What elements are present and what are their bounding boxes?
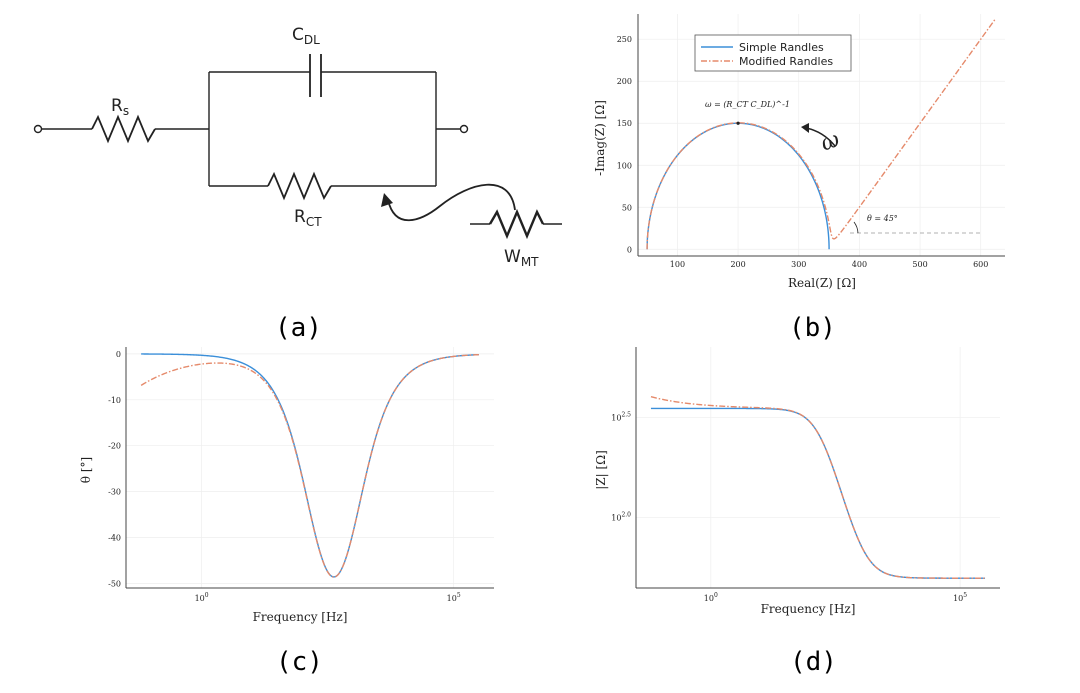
label-rct: RCT	[294, 207, 322, 229]
label-wmt: WMT	[504, 247, 539, 269]
x-tick-label: 100	[704, 592, 718, 603]
y-tick-label: 200	[617, 77, 632, 86]
x-tick-label: 100	[670, 260, 685, 269]
y-tick-labels: 102.0 102.5	[611, 411, 631, 522]
series-line-modified	[140, 353, 479, 578]
y-tick-label: -30	[108, 488, 121, 497]
panel-label-b: (b)	[789, 313, 836, 343]
x-tick-labels: 100 200 300 400 500 600	[670, 260, 989, 269]
y-tick-label: 102.0	[611, 512, 631, 523]
grid	[126, 347, 494, 588]
resistor-rs	[91, 114, 156, 144]
y-tick-label: 0	[116, 350, 121, 359]
y-axis-label: θ [°]	[79, 457, 93, 483]
panel-label-d: (d)	[790, 647, 837, 677]
x-axis-label: Frequency [Hz]	[253, 610, 348, 624]
grid	[636, 347, 1000, 588]
terminal-left	[33, 124, 43, 134]
phase-bode-chart: 100 105 0 -10 -20 -30 -40 -50 Frequency [Hz] θ…	[79, 347, 494, 624]
x-tick-labels: 100 105	[195, 592, 461, 603]
y-tick-label: 102.5	[611, 411, 631, 422]
arrow-head-icon	[381, 193, 393, 207]
y-tick-label: -40	[108, 534, 121, 543]
resistor-rct	[267, 171, 332, 201]
omega-arrow-head-icon	[801, 123, 809, 133]
y-tick-label: 0	[627, 245, 632, 254]
y-tick-label: 250	[617, 35, 632, 44]
x-tick-label: 100	[195, 592, 209, 603]
y-tick-label: 150	[617, 119, 632, 128]
theta-annotation: θ = 45°	[867, 214, 898, 223]
grid	[638, 14, 1005, 256]
legend-entry-modified: Modified Randles	[739, 55, 833, 68]
series-line-modified	[650, 396, 986, 579]
peak-annotation: ω = (R_CT C_DL)^-1	[705, 100, 790, 109]
nyquist-chart: 100 200 300 400 500 600 0 50 100 150 200 250 Real(…	[593, 14, 1005, 290]
theta-arc	[853, 221, 859, 234]
label-cdl: CDL	[292, 25, 320, 47]
x-tick-label: 105	[447, 592, 461, 603]
x-tick-label: 500	[912, 260, 927, 269]
panel-label-c: (c)	[276, 647, 323, 677]
insertion-arrow	[387, 183, 516, 222]
y-tick-label: 50	[622, 203, 632, 212]
peak-marker	[736, 121, 740, 125]
y-axis-label: |Z| [Ω]	[594, 450, 608, 490]
x-tick-label: 105	[953, 592, 967, 603]
x-tick-labels: 100 105	[704, 592, 968, 603]
y-tick-labels: 0 -10 -20 -30 -40 -50	[108, 350, 121, 589]
y-tick-labels: 0 50 100 150 200 250	[617, 35, 632, 254]
x-tick-label: 600	[973, 260, 988, 269]
x-axis-label: Real(Z) [Ω]	[788, 276, 856, 290]
legend: Simple Randles Modified Randles	[694, 34, 852, 72]
series-line-simple	[141, 353, 479, 578]
omega-label: ω	[818, 127, 843, 157]
label-rs: Rs	[111, 96, 129, 118]
legend-box	[694, 34, 852, 72]
y-tick-label: -50	[108, 579, 121, 588]
panel-label-a: (a)	[275, 313, 322, 343]
x-tick-label: 300	[791, 260, 806, 269]
y-axis-label: -Imag(Z) [Ω]	[593, 100, 607, 176]
x-axis-label: Frequency [Hz]	[761, 602, 856, 616]
x-tick-label: 200	[730, 260, 745, 269]
series-line-modified	[646, 18, 996, 250]
x-tick-label: 400	[852, 260, 867, 269]
warburg-element	[488, 208, 545, 240]
legend-entry-simple: Simple Randles	[739, 41, 824, 54]
y-tick-label: 100	[617, 161, 632, 170]
circuit-diagram	[33, 54, 562, 240]
y-tick-label: -20	[108, 442, 121, 451]
y-tick-label: -10	[108, 396, 121, 405]
terminal-right	[459, 124, 469, 134]
magnitude-bode-chart: 100 105 102.0 102.5 Frequency [Hz] |Z| [Ω]	[594, 347, 1000, 616]
